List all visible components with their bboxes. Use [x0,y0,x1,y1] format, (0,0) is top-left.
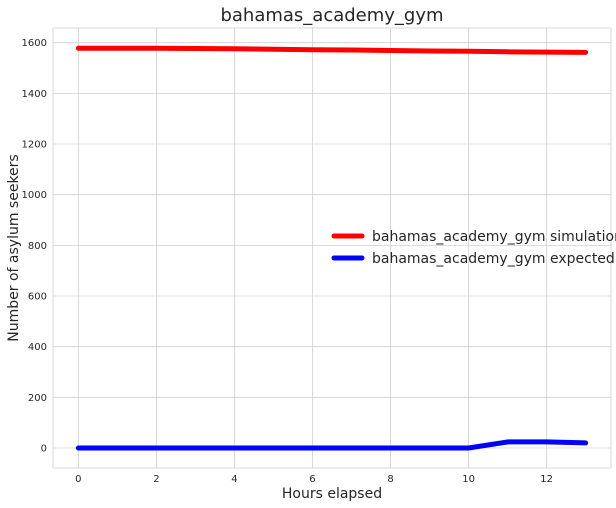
y-tick-label: 400 [28,342,47,353]
legend-entry-label: bahamas_academy_gym expected [372,251,615,267]
series-line-expected [75,439,589,451]
legend-entry-label: bahamas_academy_gym simulation [372,229,616,245]
y-tick-label: 800 [28,241,47,252]
y-tick-label: 1000 [22,190,47,201]
plot-frame [52,27,612,469]
y-tick-label: 1200 [22,140,47,151]
x-tick-label: 2 [153,474,159,485]
x-tick-label: 12 [540,474,553,485]
y-tick-label: 200 [28,393,47,404]
grid [53,28,611,468]
y-tick-label: 1600 [22,38,47,49]
legend: bahamas_academy_gym simulation bahamas_ac… [331,229,616,267]
y-tick-label: 1400 [22,89,47,100]
x-axis-ticks: 0 2 4 6 8 10 12 [75,474,553,485]
series-lines [75,45,589,451]
x-tick-label: 10 [462,474,475,485]
series-line-simulation [75,45,589,55]
x-tick-label: 6 [309,474,315,485]
x-tick-label: 4 [231,474,237,485]
x-tick-label: 8 [387,474,393,485]
x-axis-label: Hours elapsed [282,486,382,502]
chart-title: bahamas_academy_gym [220,5,443,26]
y-axis-label: Number of asylum seekers [6,154,22,341]
x-tick-label: 0 [75,474,81,485]
y-tick-label: 600 [28,292,47,303]
y-axis-ticks: 0 200 400 600 800 1000 1200 1400 1600 [22,38,47,454]
y-tick-label: 0 [41,443,47,454]
